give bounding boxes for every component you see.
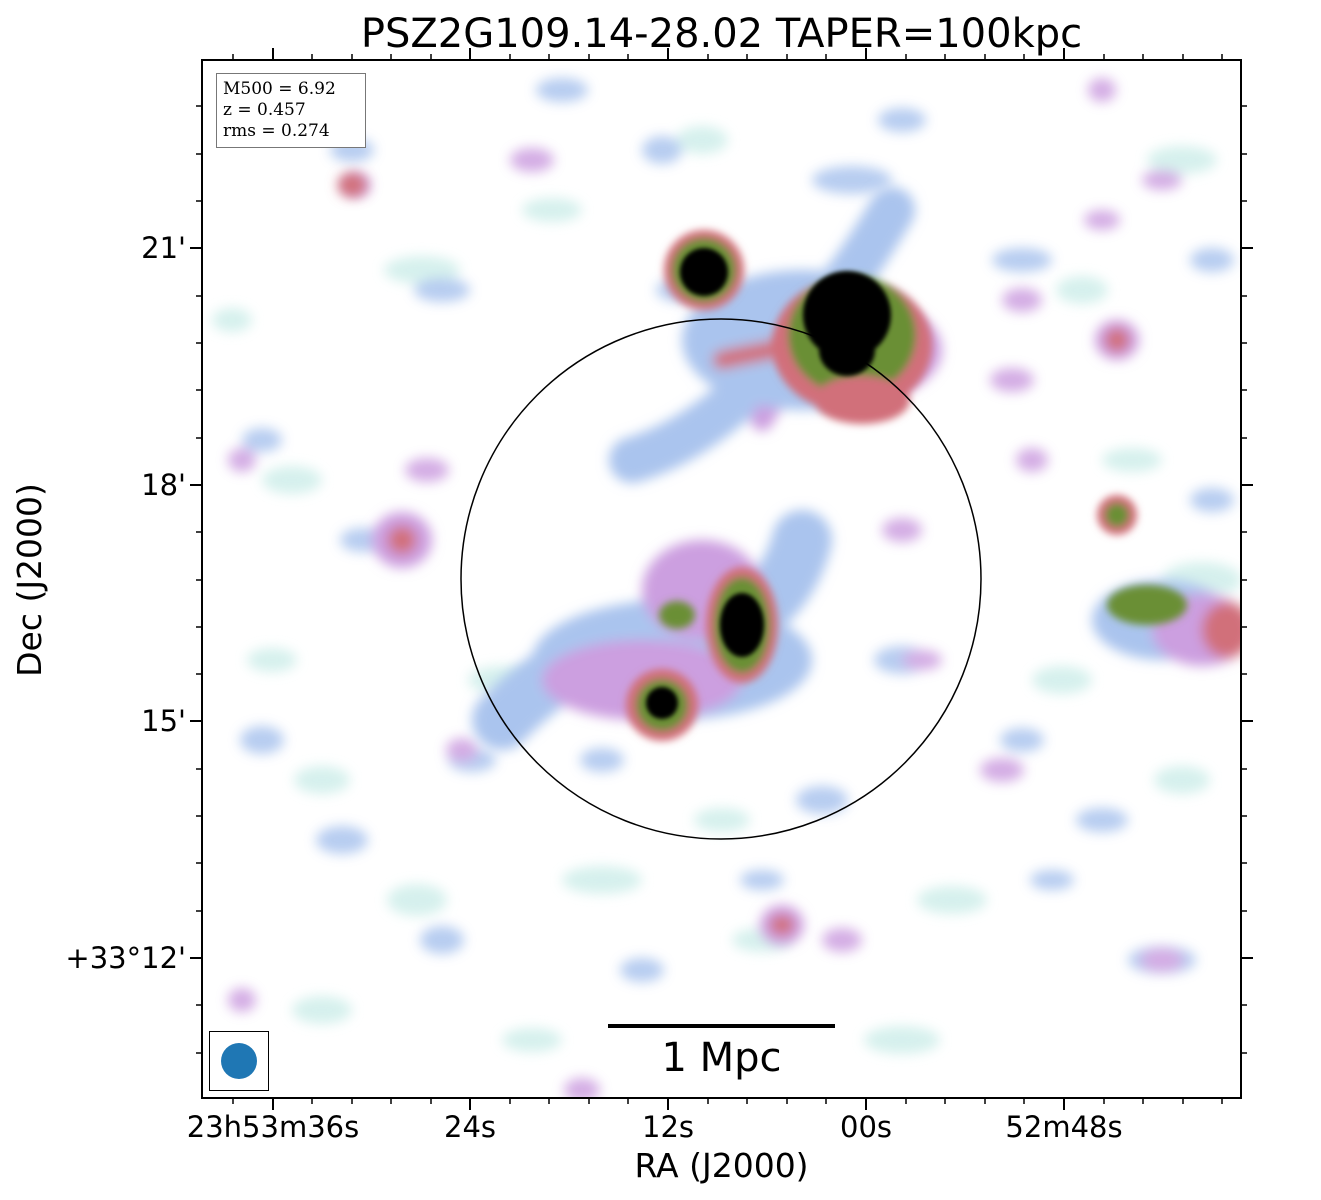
x-tick-label: 00s bbox=[839, 1110, 893, 1144]
y-tick-label: 15' bbox=[141, 704, 186, 738]
scale-bar bbox=[608, 1024, 835, 1028]
x-tick-label: 23h53m36s bbox=[186, 1110, 360, 1144]
x-axis-label: RA (J2000) bbox=[634, 1146, 809, 1185]
beam-ellipse bbox=[221, 1043, 257, 1079]
y-tick-label: +33°12' bbox=[65, 941, 186, 975]
redshift-label: z = 0.457 bbox=[223, 100, 306, 120]
y-tick-label: 21' bbox=[141, 231, 186, 265]
rms-label: rms = 0.274 bbox=[223, 121, 330, 141]
beam-indicator bbox=[209, 1031, 269, 1091]
x-tick-label: 12s bbox=[641, 1110, 695, 1144]
plot-title: PSZ2G109.14-28.02 TAPER=100kpc bbox=[360, 11, 1083, 57]
y-axis-label: Dec (J2000) bbox=[10, 483, 49, 677]
y-tick-label: 18' bbox=[141, 468, 186, 502]
scale-bar-label: 1 Mpc bbox=[661, 1035, 782, 1081]
x-tick-label: 24s bbox=[443, 1110, 497, 1144]
m500-label: M500 = 6.92 bbox=[223, 79, 336, 99]
x-tick-label: 52m48s bbox=[1005, 1110, 1123, 1144]
radio-map-image bbox=[202, 60, 1241, 1098]
cluster-info-box: M500 = 6.92 z = 0.457 rms = 0.274 bbox=[216, 73, 366, 148]
